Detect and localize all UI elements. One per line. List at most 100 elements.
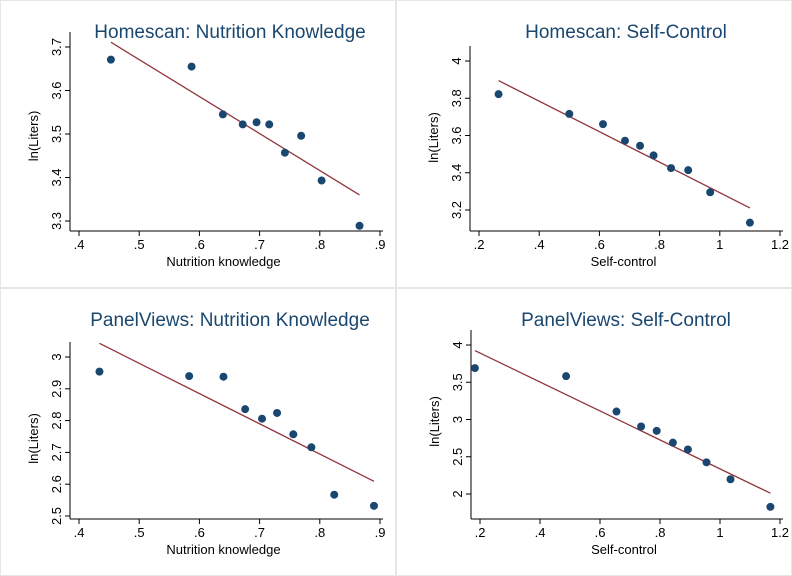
c1-data-point (636, 141, 645, 150)
c1-xtick-label: .8 (654, 237, 665, 252)
c0-xtick-label: .8 (314, 237, 325, 252)
c3-xtick-label: .6 (595, 525, 606, 540)
c2-xtick-label: .4 (74, 525, 85, 540)
c1-xtick-label: .6 (594, 237, 605, 252)
c2-ytick-label: 3 (49, 353, 64, 360)
chart-panelviews-nutrition: PanelViews: Nutrition Knowledge .4 .5 .6 .7.… (0, 288, 396, 576)
c0-xtick-label: .5 (134, 237, 145, 252)
c0-data-point (280, 148, 289, 157)
c2-data-point (95, 367, 104, 376)
panel-homescan-nutrition: Homescan: Nutrition Knowledge .4 .5 .6 .7 .8.… (0, 0, 396, 288)
c0-xtick-label: .4 (74, 237, 85, 252)
c2-data-point (258, 414, 267, 423)
c3-title: PanelViews: Self-Control (521, 310, 731, 331)
c0-xtick-label: .7 (254, 237, 265, 252)
c0-ylabel: ln(Liters) (26, 111, 41, 162)
c1-data-point (649, 151, 658, 160)
c2-data-point (330, 490, 339, 499)
c2-data-point (307, 443, 316, 452)
c0-data-point (317, 176, 326, 185)
c2-ytick-label: 2.5 (49, 507, 64, 525)
c3-data-point (562, 372, 571, 381)
chart-homescan-selfcontrol: Homescan: Self-Control .2 .4 .6 .8 1 1.2 3.2 3.4… (396, 0, 792, 288)
c2-ytick-label: 2.7 (49, 443, 64, 461)
c0-ytick-label: 3.5 (49, 125, 64, 143)
c3-xtick-label: .2 (475, 525, 486, 540)
c1-data-point (706, 188, 715, 197)
c2-title: PanelViews: Nutrition Knowledge (90, 310, 370, 331)
c0-xtick-label: .6 (194, 237, 205, 252)
c3-data-point (652, 426, 661, 435)
c1-xtick-label: 1 (716, 237, 723, 252)
c2-ytick-label: 2.8 (49, 412, 64, 430)
c0-fit-line (110, 41, 360, 196)
c2-data-point (273, 408, 282, 417)
c1-ytick-label: 3.4 (449, 164, 464, 182)
c2-ytick-label: 2.6 (49, 475, 64, 493)
c1-title: Homescan: Self-Control (525, 22, 727, 43)
c0-data-point (238, 120, 247, 129)
c2-fit-line (99, 342, 375, 482)
c0-ytick-label: 3.3 (49, 212, 64, 230)
c3-data-point (668, 438, 677, 447)
c3-ytick-label: 3.5 (450, 373, 465, 391)
c1-data-point (684, 166, 693, 175)
c3-xtick-label: .8 (655, 525, 666, 540)
c0-data-point (187, 62, 196, 71)
chart-homescan-nutrition: Homescan: Nutrition Knowledge .4 .5 .6 .7 .8.… (0, 0, 396, 288)
c2-data-point (219, 372, 228, 381)
c2-xtick-label: .5 (134, 525, 145, 540)
c0-frame (0, 0, 396, 288)
c2-xtick-label: .8 (314, 525, 325, 540)
c1-ylabel: ln(Liters) (426, 112, 441, 163)
c2-data-point (185, 372, 194, 381)
c3-data-point (702, 458, 711, 467)
c2-data-point (289, 430, 298, 439)
c3-xtick-label: 1 (716, 525, 723, 540)
c3-xtick-label: 1.2 (771, 525, 789, 540)
c2-xtick-label: .9 (375, 525, 386, 540)
c3-ylabel: ln(Liters) (427, 396, 442, 447)
c1-xtick-label: 1.2 (771, 237, 789, 252)
c0-ytick-label: 3.4 (49, 168, 64, 186)
c1-data-point (745, 218, 754, 227)
chart-panelviews-selfcontrol: PanelViews: Self-Control .2 .4 .6 .8 1 1.2 2 2.5… (396, 288, 792, 576)
c0-ytick-label: 3.6 (49, 81, 64, 99)
c3-data-point (726, 475, 735, 484)
c3-data-point (637, 422, 646, 431)
c0-title: Homescan: Nutrition Knowledge (94, 22, 365, 43)
c3-data-point (766, 502, 775, 511)
c3-xlabel: Self-control (591, 542, 657, 557)
panel-panelviews-nutrition: PanelViews: Nutrition Knowledge .4 .5 .6 .7.… (0, 288, 396, 576)
c1-ytick-label: 3.8 (449, 89, 464, 107)
c0-data-point (106, 55, 115, 64)
c3-data-point (683, 445, 692, 454)
c1-ytick-label: 3.2 (449, 201, 464, 219)
c2-xtick-label: .6 (194, 525, 205, 540)
c3-ytick-label: 4 (450, 341, 465, 348)
c0-data-point (297, 131, 306, 140)
c3-ytick-label: 3 (450, 416, 465, 423)
c3-data-point (470, 364, 479, 373)
c2-xlabel: Nutrition knowledge (166, 542, 280, 557)
c1-xtick-label: .2 (474, 237, 485, 252)
c1-data-point (565, 109, 574, 118)
c3-xtick-label: .4 (535, 525, 546, 540)
c1-data-point (620, 136, 629, 145)
panel-homescan-selfcontrol: Homescan: Self-Control .2 .4 .6 .8 1 1.2 3.2 3.4… (396, 0, 792, 288)
c3-ytick-label: 2.5 (450, 448, 465, 466)
c1-xlabel: Self-control (591, 254, 657, 269)
c2-data-point (369, 501, 378, 510)
c2-ylabel: ln(Liters) (26, 413, 41, 464)
c0-data-point (265, 120, 274, 129)
c0-xlabel: Nutrition knowledge (166, 254, 280, 269)
c0-data-point (218, 110, 227, 119)
c1-xtick-label: .4 (534, 237, 545, 252)
panel-panelviews-selfcontrol: PanelViews: Self-Control .2 .4 .6 .8 1 1.2 2 2.5… (396, 288, 792, 576)
c3-ytick-label: 2 (450, 490, 465, 497)
c0-data-point (252, 118, 261, 127)
c1-data-point (667, 164, 676, 173)
c3-data-point (612, 407, 621, 416)
c0-ytick-label: 3.7 (49, 38, 64, 56)
